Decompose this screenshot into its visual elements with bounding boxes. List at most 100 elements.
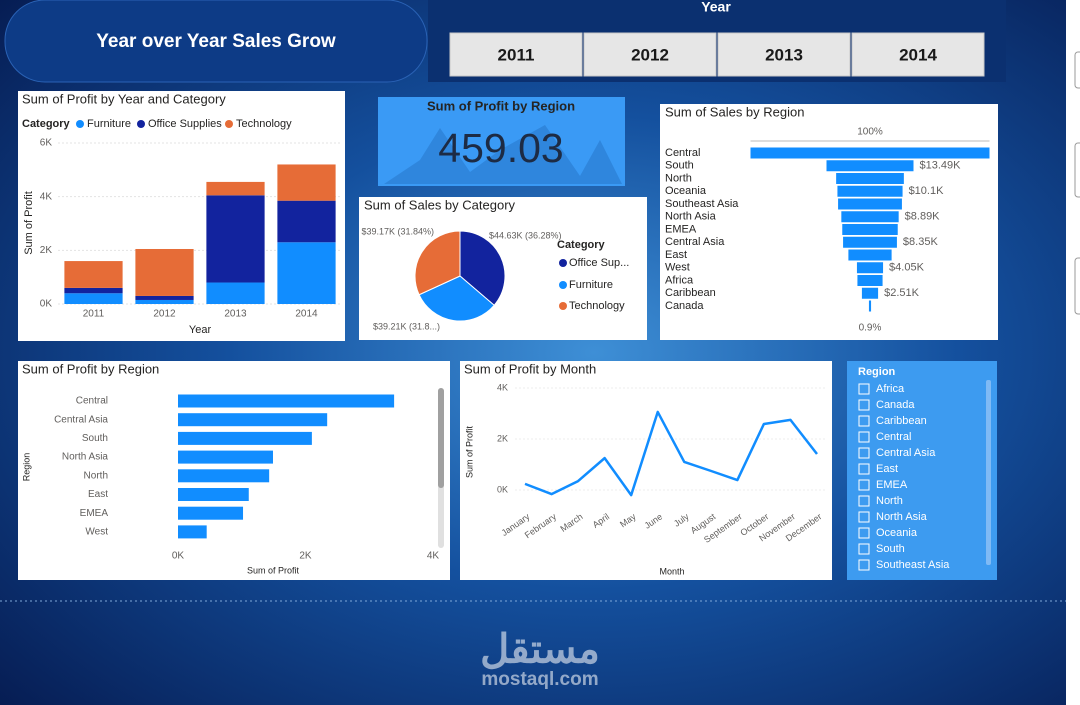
header-pill — [4, 0, 428, 83]
legend-label: Technology — [569, 300, 625, 312]
y-tick-label: North Asia — [62, 452, 109, 463]
bar-segment — [277, 242, 336, 304]
funnel-bar — [843, 236, 897, 248]
region-item[interactable]: Caribbean — [876, 415, 927, 427]
pie-slice — [418, 275, 495, 322]
funnel-bar — [857, 275, 883, 286]
x-axis-label: Sum of Profit — [247, 565, 300, 575]
x-tick-label: 0K — [172, 551, 185, 562]
bar-segment — [277, 200, 336, 243]
year-button-label[interactable]: 2011 — [498, 45, 535, 64]
region-item[interactable]: Central Asia — [876, 447, 936, 459]
data-label: $39.17K (31.84%) — [361, 226, 434, 236]
category-label: Southeast Asia — [665, 198, 739, 210]
year-button[interactable] — [851, 32, 985, 77]
kpi-title: Sum of Profit by Region — [427, 98, 575, 113]
checkbox[interactable] — [858, 383, 870, 395]
x-tick-label: 2011 — [83, 309, 105, 320]
chart-title: Sum of Sales by Category — [364, 197, 516, 212]
funnel-bar — [848, 249, 892, 261]
data-label: $8.35K — [903, 236, 939, 248]
checkbox[interactable] — [858, 431, 870, 443]
region-item[interactable]: East — [876, 463, 898, 475]
region-item[interactable]: South — [876, 543, 905, 555]
category-label: West — [665, 262, 690, 274]
year-button[interactable] — [449, 32, 583, 77]
y-tick-label: 0K — [497, 484, 508, 494]
region-item[interactable]: Central — [876, 431, 911, 443]
bar-segment — [206, 181, 265, 196]
bar — [178, 431, 312, 445]
checkbox[interactable] — [858, 511, 870, 523]
checkbox[interactable] — [858, 495, 870, 507]
y-tick-label: 2K — [497, 433, 508, 443]
legend-swatch — [76, 120, 84, 128]
checkbox[interactable] — [858, 415, 870, 427]
category-label: North — [665, 172, 692, 184]
chart-title: Sum of Sales by Region — [665, 104, 804, 119]
category-label: Africa — [665, 274, 694, 286]
funnel-bar — [841, 211, 899, 223]
x-axis-label: Year — [189, 324, 212, 336]
chart-title: Sum of Profit by Month — [464, 361, 596, 376]
panel — [460, 361, 832, 580]
bar-segment — [277, 164, 336, 201]
checkbox[interactable] — [858, 463, 870, 475]
region-item[interactable]: EMEA — [876, 479, 908, 491]
y-tick-label: 2K — [40, 245, 53, 256]
checkbox[interactable] — [858, 479, 870, 491]
year-button[interactable] — [717, 32, 851, 77]
bar-segment — [64, 261, 123, 288]
year-button-label[interactable]: 2014 — [899, 45, 937, 64]
bar-segment — [206, 282, 265, 304]
data-label: $39.21K (31.8...) — [373, 321, 440, 331]
funnel-bottom-label: 0.9% — [859, 323, 882, 334]
kpi-decoration — [384, 125, 622, 184]
checkbox[interactable] — [858, 399, 870, 411]
y-tick-label: West — [85, 527, 108, 538]
region-item[interactable]: Southeast Asia — [876, 559, 950, 571]
bar — [178, 525, 207, 539]
legend-label: Furniture — [87, 118, 131, 130]
funnel-bar — [826, 160, 914, 172]
checkbox[interactable] — [858, 543, 870, 555]
x-axis-label: Month — [659, 566, 684, 576]
legend-title: Category — [557, 239, 606, 251]
year-button-label[interactable]: 2012 — [631, 45, 669, 64]
funnel-bar — [750, 147, 990, 159]
watermark-latin: mostaql.com — [481, 669, 598, 690]
year-slicer-title: Year — [701, 0, 731, 15]
funnel-bar — [837, 185, 903, 197]
y-tick-label: Central — [76, 396, 108, 407]
checkbox[interactable] — [858, 447, 870, 459]
y-tick-label: EMEA — [80, 508, 109, 519]
legend-swatch — [559, 302, 567, 310]
region-slicer-title: Region — [858, 366, 896, 378]
watermark-arabic: مستقل — [480, 628, 600, 672]
funnel-bar — [838, 198, 902, 210]
year-button[interactable] — [583, 32, 717, 77]
y-tick-label: East — [88, 489, 108, 500]
y-axis-label: Sum of Profit — [464, 425, 474, 478]
bar-segment — [64, 293, 123, 304]
data-label: $2.51K — [884, 287, 920, 299]
bar-segment — [206, 195, 265, 283]
category-label: Central — [665, 147, 700, 159]
region-item[interactable]: Oceania — [876, 527, 918, 539]
year-button-label[interactable]: 2013 — [765, 45, 803, 64]
panel — [660, 104, 998, 340]
checkbox[interactable] — [858, 559, 870, 571]
bar-segment — [135, 299, 194, 304]
y-tick-label: 4K — [497, 382, 508, 392]
region-item[interactable]: Africa — [876, 383, 905, 395]
chart-title: Sum of Profit by Year and Category — [22, 91, 226, 106]
data-label: $8.89K — [905, 211, 941, 223]
region-item[interactable]: North Asia — [876, 511, 928, 523]
legend-label: Technology — [236, 118, 292, 130]
bar — [178, 469, 270, 483]
checkbox[interactable] — [858, 527, 870, 539]
region-item[interactable]: North — [876, 495, 903, 507]
region-item[interactable]: Canada — [876, 399, 915, 411]
bar — [178, 394, 395, 408]
